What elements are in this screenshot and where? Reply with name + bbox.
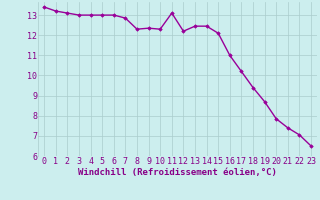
X-axis label: Windchill (Refroidissement éolien,°C): Windchill (Refroidissement éolien,°C) bbox=[78, 168, 277, 177]
